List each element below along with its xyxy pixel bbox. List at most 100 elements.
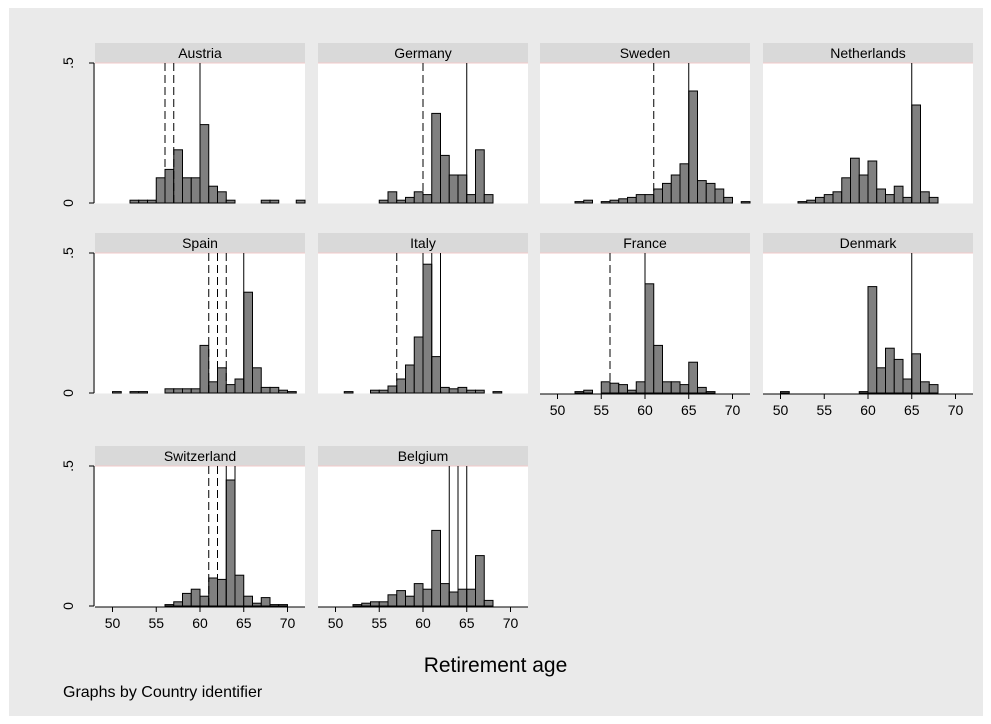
bar-germany-55 [378,199,389,204]
y-tick-label-switzerland-1: .5 [60,460,76,472]
bar-switzerland-67 [260,597,271,607]
panel-strip-denmark [763,233,973,253]
bar-switzerland-57 [173,601,183,607]
bar-netherlands-55 [823,194,834,204]
bar-belgium-67 [483,599,494,607]
bar-sweden-61 [653,188,663,204]
bar-spain-59 [190,388,201,394]
bar-belgium-55 [378,601,389,607]
bar-austria-53 [138,199,148,204]
x-tick-label-belgium-70: 70 [503,615,519,631]
bar-spain-57 [173,388,183,394]
bar-france-59 [635,381,646,394]
bar-spain-52 [129,391,140,394]
panel-title-austria: Austria [178,45,222,61]
x-tick-label-france-70: 70 [725,402,741,418]
bar-france-60 [644,283,655,394]
bar-sweden-59 [635,194,646,204]
bar-italy-62 [440,386,450,394]
bar-austria-56 [164,168,175,204]
bar-denmark-65 [911,353,921,394]
bar-italy-60 [422,263,433,394]
bar-belgium-56 [387,594,398,607]
bar-spain-68 [269,386,280,394]
bar-switzerland-60 [199,595,210,607]
bar-austria-67 [260,199,271,204]
bar-netherlands-54 [815,196,825,204]
bar-belgium-59 [413,583,424,607]
bar-france-65 [688,361,698,394]
panel-title-switzerland: Switzerland [164,448,236,464]
bar-netherlands-52 [797,201,808,204]
bar-sweden-63 [670,174,681,204]
bar-netherlands-64 [902,196,913,204]
bar-italy-61 [431,356,441,394]
panel-plot-area-belgium [318,466,528,607]
x-tick-label-france-65: 65 [681,402,697,418]
bar-spain-50 [112,391,122,394]
panel-title-sweden: Sweden [620,45,671,61]
bar-spain-56 [164,388,175,394]
bar-belgium-54 [370,601,380,607]
panel-strip-austria [95,43,305,63]
bar-denmark-64 [902,378,913,394]
bar-italy-54 [370,389,380,394]
x-tick-label-belgium-55: 55 [371,615,387,631]
bar-belgium-58 [405,595,415,607]
x-tick-label-france-60: 60 [637,402,653,418]
bar-switzerland-64 [234,574,245,607]
bar-italy-68 [492,391,503,394]
panel-title-spain: Spain [182,235,218,251]
bar-netherlands-57 [841,177,851,204]
x-axis-title: Retirement age [423,654,568,677]
bar-austria-59 [190,177,201,204]
bar-netherlands-61 [876,188,886,204]
bar-denmark-60 [867,286,878,394]
panel-strip-germany [318,43,528,63]
bar-germany-61 [431,112,441,204]
bar-germany-66 [475,149,485,204]
x-tick-label-switzerland-70: 70 [280,615,296,631]
x-tick-label-france-55: 55 [593,402,609,418]
bar-spain-70 [287,391,297,394]
bar-italy-63 [448,388,459,394]
bar-france-66 [697,386,707,394]
bar-austria-52 [129,199,140,204]
bar-spain-60 [199,344,210,394]
bar-italy-65 [466,389,476,394]
y-tick-label-spain-1: .5 [60,247,76,259]
x-tick-label-switzerland-65: 65 [236,615,252,631]
bar-switzerland-68 [269,604,280,607]
bar-italy-57 [396,378,406,394]
x-tick-label-denmark-60: 60 [860,402,876,418]
bar-denmark-67 [928,384,939,394]
bar-sweden-64 [679,163,690,204]
bar-france-67 [705,391,716,394]
bar-netherlands-56 [832,191,843,204]
bar-sweden-71 [740,201,751,204]
bar-switzerland-58 [182,592,192,607]
bar-spain-58 [182,388,192,394]
bar-switzerland-69 [278,604,288,607]
bar-sweden-57 [618,198,628,204]
bar-austria-62 [217,191,227,204]
bar-germany-64 [457,174,468,204]
bar-austria-57 [173,149,183,204]
bar-france-57 [618,384,628,394]
panel-title-germany: Germany [394,45,452,61]
bar-germany-62 [440,154,450,204]
bar-france-61 [653,344,663,394]
panel-strip-netherlands [763,43,973,63]
bar-switzerland-63 [225,479,236,607]
bar-switzerland-66 [252,602,262,607]
bar-belgium-61 [431,529,441,607]
bar-austria-58 [182,177,192,204]
panel-strip-france [540,233,750,253]
bar-belgium-52 [352,604,363,607]
x-tick-label-denmark-65: 65 [904,402,920,418]
bar-germany-67 [483,194,494,204]
x-tick-label-belgium-65: 65 [459,615,475,631]
bar-spain-67 [260,386,271,394]
bar-france-64 [679,384,690,394]
